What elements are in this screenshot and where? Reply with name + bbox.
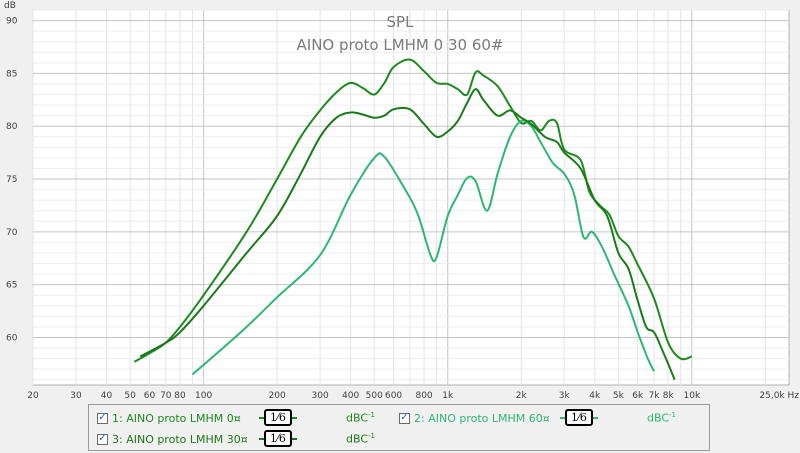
x-tick-label: 600 [385, 391, 402, 401]
smoothing-control-1[interactable]: 1⁄6 [259, 409, 297, 426]
x-tick-label: 20 [27, 391, 39, 401]
series-2-checkbox[interactable]: ✓ [399, 412, 410, 424]
x-tick-label: 800 [415, 391, 432, 401]
x-tick-label: 30 [70, 391, 82, 401]
x-tick-label: 50 [124, 391, 136, 401]
series-line-2 [191, 119, 655, 376]
x-tick-label: 500 [366, 391, 383, 401]
y-tick-label: 85 [6, 69, 17, 79]
series-3-checkbox[interactable]: ✓ [97, 433, 108, 445]
x-tick-label: 25,0k Hz [759, 391, 799, 401]
chart-subtitle: AINO proto LMHM 0 30 60# [297, 36, 504, 54]
series-line-3 [139, 88, 676, 381]
x-tick-label: 5k [613, 391, 625, 401]
legend-label: 3: AINO proto LMHM 30¤ [112, 432, 248, 446]
legend-entry-1: ✓ 1: AINO proto LMHM 0¤ [97, 409, 241, 427]
y-tick-label: 65 [6, 281, 17, 291]
chart-title: SPL [387, 13, 415, 31]
x-tick-label: 8k [663, 391, 675, 401]
y-tick-label: 70 [6, 228, 18, 238]
unit-label-3: dBC-1 [346, 432, 376, 446]
series-line-1 [133, 58, 693, 363]
y-tick-label: 60 [6, 333, 18, 343]
x-tick-label: 400 [342, 391, 359, 401]
x-tick-label: 80 [174, 391, 186, 401]
x-tick-label: 300 [312, 391, 329, 401]
x-tick-label: 70 [160, 391, 172, 401]
smoothing-value: 1⁄6 [264, 430, 292, 447]
x-tick-label: 4k [589, 391, 601, 401]
smoothing-control-3[interactable]: 1⁄6 [259, 430, 297, 447]
unit-label-2: dBC-1 [647, 411, 677, 425]
smoothing-value: 1⁄6 [565, 409, 593, 426]
smoothing-value: 1⁄6 [264, 409, 292, 426]
legend-label: 1: AINO proto LMHM 0¤ [112, 411, 241, 425]
smoothing-control-2[interactable]: 1⁄6 [560, 409, 598, 426]
x-tick-label: 40 [101, 391, 113, 401]
legend-label: 2: AINO proto LMHM 60¤ [414, 411, 550, 425]
y-axis-label: dB [4, 1, 16, 11]
y-tick-label: 90 [6, 17, 18, 27]
plot-area [32, 9, 790, 386]
x-tick-label: 6k [632, 391, 644, 401]
legend-entry-2: ✓ 2: AINO proto LMHM 60¤ [399, 409, 550, 427]
unit-label-1: dBC-1 [346, 411, 376, 425]
y-tick-label: 75 [6, 175, 17, 185]
y-tick-label: 80 [6, 122, 18, 132]
x-tick-label: 200 [269, 391, 286, 401]
x-tick-label: 1k [442, 391, 454, 401]
legend-entry-3: ✓ 3: AINO proto LMHM 30¤ [97, 430, 248, 448]
x-tick-label: 10k [684, 391, 701, 401]
x-tick-label: 100 [195, 391, 212, 401]
x-tick-label: 60 [144, 391, 156, 401]
series-1-checkbox[interactable]: ✓ [97, 412, 108, 424]
x-tick-label: 3k [559, 391, 571, 401]
x-tick-label: 2k [516, 391, 528, 401]
x-tick-label: 7k [649, 391, 661, 401]
legend: ✓ 1: AINO proto LMHM 0¤ 1⁄6 dBC-1 ✓ 2: A… [88, 404, 710, 451]
